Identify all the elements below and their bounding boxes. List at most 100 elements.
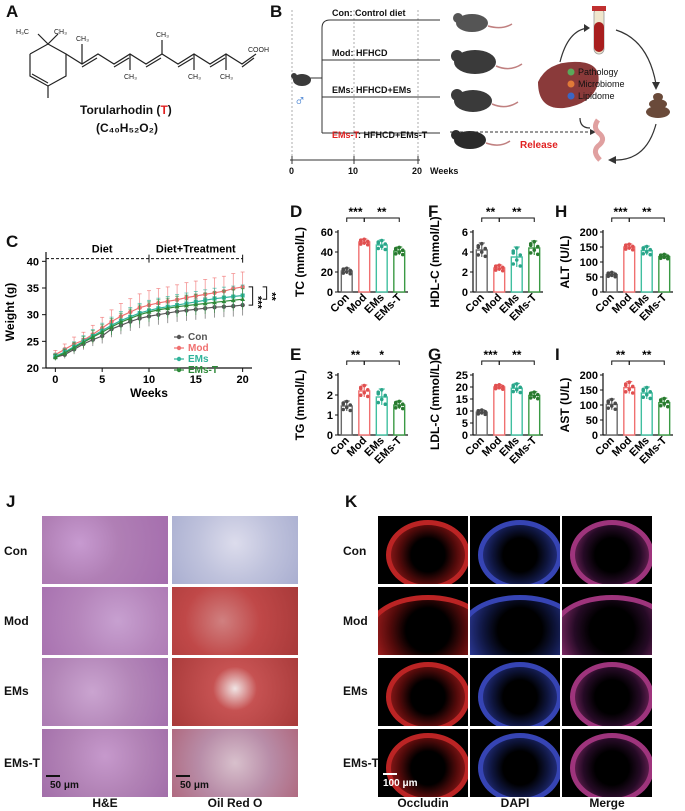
bar-ems-t (528, 394, 541, 436)
panel-j-letter: J (6, 492, 16, 511)
data-point (62, 350, 68, 355)
y-tick-label: 3 (327, 370, 333, 382)
scale-bar-he (46, 775, 60, 777)
y-axis-label: ALT (U/L) (558, 235, 572, 288)
y-tick-label: 30 (27, 310, 39, 322)
data-dot (658, 403, 663, 408)
mouse-icon-emst (451, 130, 511, 149)
data-dot (662, 252, 667, 257)
bar-mod (493, 386, 506, 436)
legend-dot (567, 92, 575, 100)
data-dot (528, 396, 533, 400)
data-dot (609, 404, 614, 408)
x-tick-label: 15 (190, 374, 202, 386)
bar-ems-t (658, 255, 671, 293)
data-dot (623, 390, 628, 394)
panel-k-letter: K (345, 492, 358, 511)
data-dot (397, 245, 402, 250)
legend-marker (176, 356, 182, 362)
data-dot (362, 237, 367, 242)
data-dot (641, 395, 646, 399)
data-point (221, 298, 227, 304)
group-label-ems: EMs: HFHCD+EMs (332, 85, 411, 95)
data-dot (400, 252, 405, 257)
data-dot (627, 242, 632, 247)
data-dot (344, 270, 349, 274)
data-point (90, 334, 96, 339)
y-tick-label: 1 (327, 410, 333, 422)
data-dot (658, 253, 663, 258)
weight-line-chart: 20 25 30 35 40 0 5 10 15 20 Weeks Weight (g) Diet Die… (3, 244, 278, 398)
y-tick-label: 35 (27, 283, 39, 295)
x-tick-label: 20 (237, 374, 249, 386)
ch3-label: CH₃ (220, 74, 233, 81)
ch3-label: CH₃ (124, 74, 137, 81)
legend-lipidome: Lipidome (578, 91, 615, 101)
y-tick-label: 50 (586, 415, 598, 427)
data-dot (662, 255, 667, 260)
bar-ems-t (393, 250, 406, 293)
k-row-label: EMs-T (343, 756, 379, 770)
panel-g-letter: G (428, 345, 442, 364)
y-tick-label: 20 (27, 363, 39, 375)
bar-ems (510, 387, 523, 436)
scale-bar-oil (176, 775, 190, 777)
data-point (230, 297, 236, 303)
data-dot (518, 264, 523, 268)
data-point (146, 309, 152, 314)
data-dot (397, 404, 402, 408)
data-dot (535, 244, 540, 249)
data-dot (511, 389, 516, 394)
bar-mod (358, 241, 371, 293)
data-point (193, 301, 199, 307)
phase-label-treatment: Diet+Treatment (156, 244, 236, 256)
data-dot (609, 270, 614, 275)
y-tick-label: 40 (321, 247, 333, 259)
legend-label: EMs (188, 354, 209, 365)
scale-label-oil: 50 μm (180, 780, 209, 791)
y-tick-label: 4 (462, 247, 469, 259)
data-dot (500, 265, 505, 270)
sig-label: ** (616, 348, 626, 362)
data-dot (623, 383, 628, 387)
data-point (174, 304, 180, 309)
data-dot (627, 380, 632, 384)
tissue-section (470, 595, 560, 655)
sig-label: *** (483, 348, 497, 362)
data-dot (532, 239, 537, 244)
data-dot (483, 412, 488, 417)
data-dot (483, 246, 488, 251)
ch3-label: CH₃ (76, 36, 89, 43)
data-dot (476, 245, 481, 249)
y-axis-label: LDL-C (mmol/L) (428, 360, 442, 450)
data-dot (623, 247, 628, 251)
data-dot (383, 242, 388, 246)
he-image-con (42, 516, 168, 584)
data-dot (497, 263, 502, 268)
data-dot (383, 402, 388, 406)
data-dot (648, 247, 653, 252)
panel-i-letter: I (555, 345, 560, 364)
data-dot (397, 250, 402, 254)
x-tick-label: 5 (99, 374, 105, 386)
data-dot (532, 390, 537, 394)
data-dot (400, 248, 405, 252)
legend-pathology: Pathology (578, 67, 619, 77)
y-tick-label: 6 (462, 227, 468, 239)
data-dot (627, 246, 632, 250)
y-tick-label: 20 (456, 382, 468, 394)
svg-text:EMs-T: HFHCD+EMs-T: EMs-T: HFHCD+EMs-T (332, 130, 428, 140)
y-tick-label: 0 (327, 287, 333, 299)
legend-marker (176, 367, 182, 373)
data-dot (493, 384, 498, 388)
tissue-section (478, 520, 560, 584)
data-dot (609, 397, 614, 402)
svg-text:Torularhodin (T): Torularhodin (T) (80, 103, 172, 117)
data-dot (518, 390, 523, 395)
data-dot (400, 406, 405, 411)
data-dot (665, 399, 670, 404)
timeline-tick: 10 (348, 166, 358, 176)
mouse-icon-con (453, 13, 513, 32)
data-dot (348, 268, 353, 273)
data-dot (528, 243, 533, 247)
